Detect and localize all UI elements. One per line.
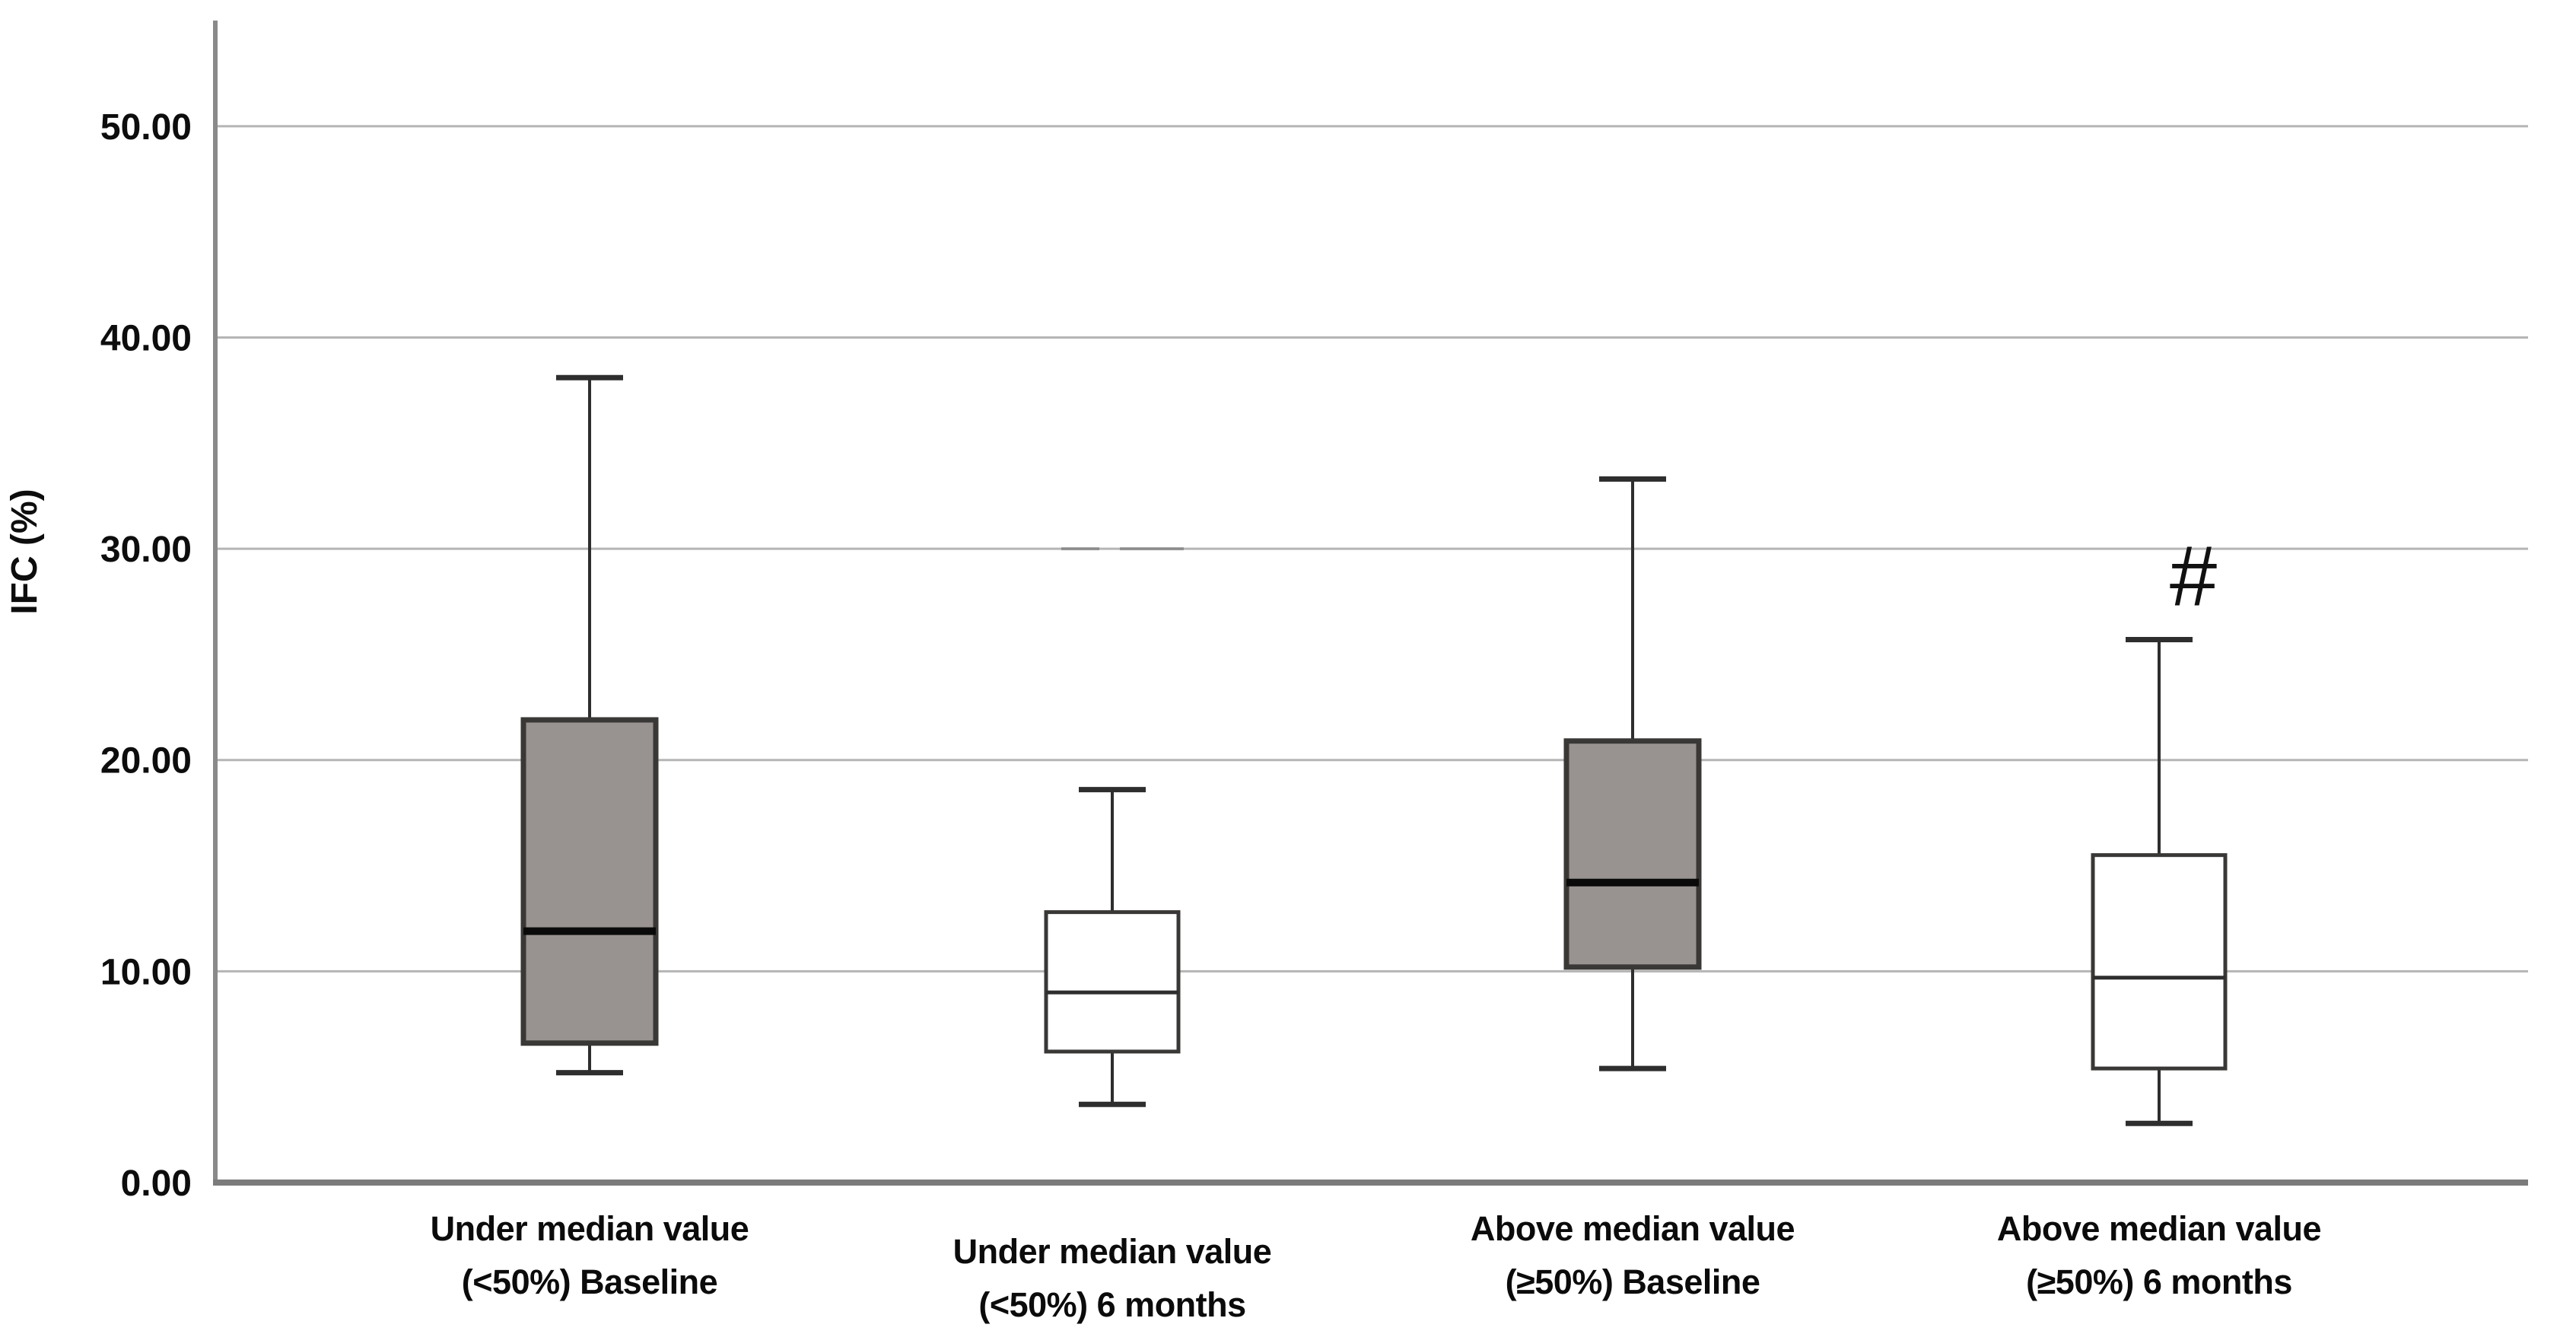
box-group-2 [1563, 476, 1702, 1071]
category-label-line2: (≥50%) Baseline [1506, 1262, 1760, 1301]
iqr-box [2091, 853, 2228, 1071]
category-label-line2: (≥50%) 6 months [2026, 1262, 2292, 1301]
y-tick-label-20: 20.00 [100, 741, 192, 782]
iqr-box [520, 717, 659, 1046]
iqr-box [1044, 910, 1181, 1054]
box-group-0 [520, 374, 659, 1076]
y-tick-label-10: 10.00 [100, 952, 192, 992]
category-label-line1: Above median value [1997, 1209, 2321, 1248]
category-label-line2: (<50%) Baseline [462, 1262, 717, 1301]
y-tick-label-40: 40.00 [100, 318, 192, 358]
category-label-line1: Under median value [953, 1232, 1272, 1271]
box-group-1 [1044, 787, 1181, 1107]
iqr-box [1563, 738, 1702, 970]
y-tick-label-30: 30.00 [100, 530, 192, 570]
y-tick-label-0: 0.00 [121, 1164, 192, 1204]
y-tick-label-50: 50.00 [100, 107, 192, 148]
box-group-3: # [2091, 528, 2228, 1126]
category-label-line2: (<50%) 6 months [978, 1285, 1245, 1324]
y-axis-title: IFC (%) [5, 489, 45, 614]
category-label-line1: Above median value [1471, 1209, 1795, 1248]
category-label-line1: Under median value [431, 1209, 749, 1248]
significance-annotation: # [2170, 528, 2217, 623]
